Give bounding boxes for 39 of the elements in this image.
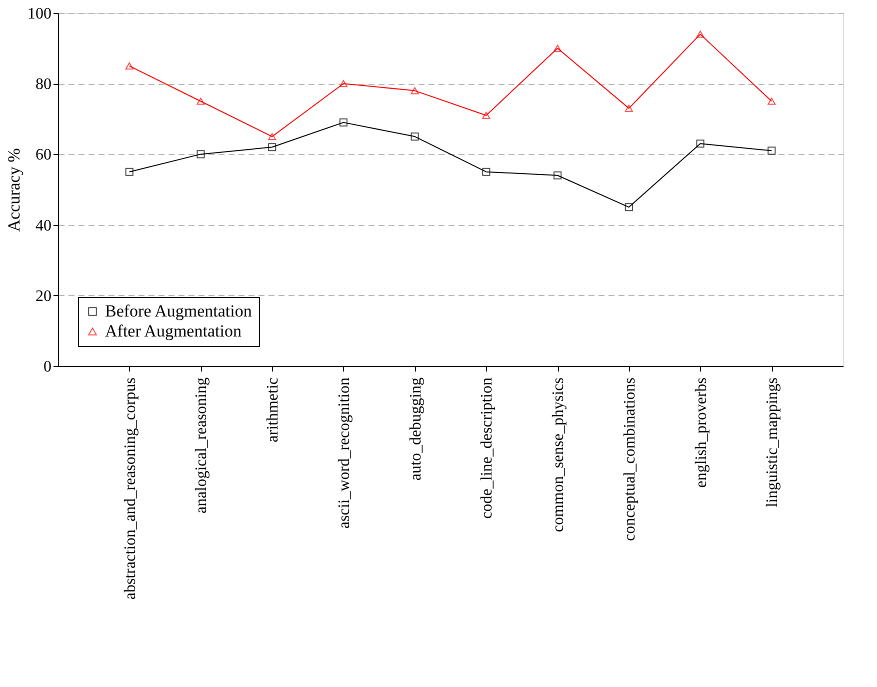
y-tick-label: 0: [44, 358, 52, 376]
point: [196, 150, 205, 158]
point: [482, 168, 490, 176]
point: [696, 140, 704, 148]
point: [268, 132, 276, 140]
x-tick-label: code_line_description: [478, 378, 496, 519]
point: [624, 104, 633, 112]
point: [768, 146, 776, 155]
y-axis-title: Accuracy %: [4, 148, 24, 232]
x-tick-label: arithmetic: [264, 378, 282, 442]
point: [125, 168, 134, 176]
point: [268, 143, 276, 152]
x-tick-label: english_proverbs: [692, 378, 710, 488]
point: [125, 62, 134, 70]
x-tick-label: conceptual_combinations: [621, 378, 638, 542]
x-tick-label: analogical_reasoning: [193, 378, 210, 514]
legend-label: After Augmentation: [105, 322, 242, 340]
point: [339, 118, 348, 126]
y-tick-label: 60: [36, 146, 52, 164]
point: [410, 87, 419, 94]
point: [339, 80, 348, 88]
point: [696, 30, 704, 38]
legend-label: Before Augmentation: [105, 302, 252, 320]
x-tick-label: linguistic_mappings: [764, 378, 782, 508]
point: [196, 98, 205, 105]
point: [554, 171, 562, 180]
x-tick-label: auto_debugging: [407, 378, 424, 481]
y-tick-label: 100: [28, 6, 52, 22]
y-tick-label: 40: [36, 217, 52, 234]
point: [482, 112, 490, 119]
y-tick-label: 20: [36, 288, 52, 305]
point: [554, 44, 562, 52]
point: [410, 132, 419, 141]
point: [768, 98, 776, 105]
x-tick-label: ascii_word_recognition: [336, 378, 353, 529]
x-tick-label: abstraction_and_reasoning_corpus: [122, 378, 139, 600]
y-tick-label: 80: [36, 76, 52, 94]
x-tick-label: common_sense_physics: [550, 378, 568, 532]
point: [624, 203, 633, 212]
